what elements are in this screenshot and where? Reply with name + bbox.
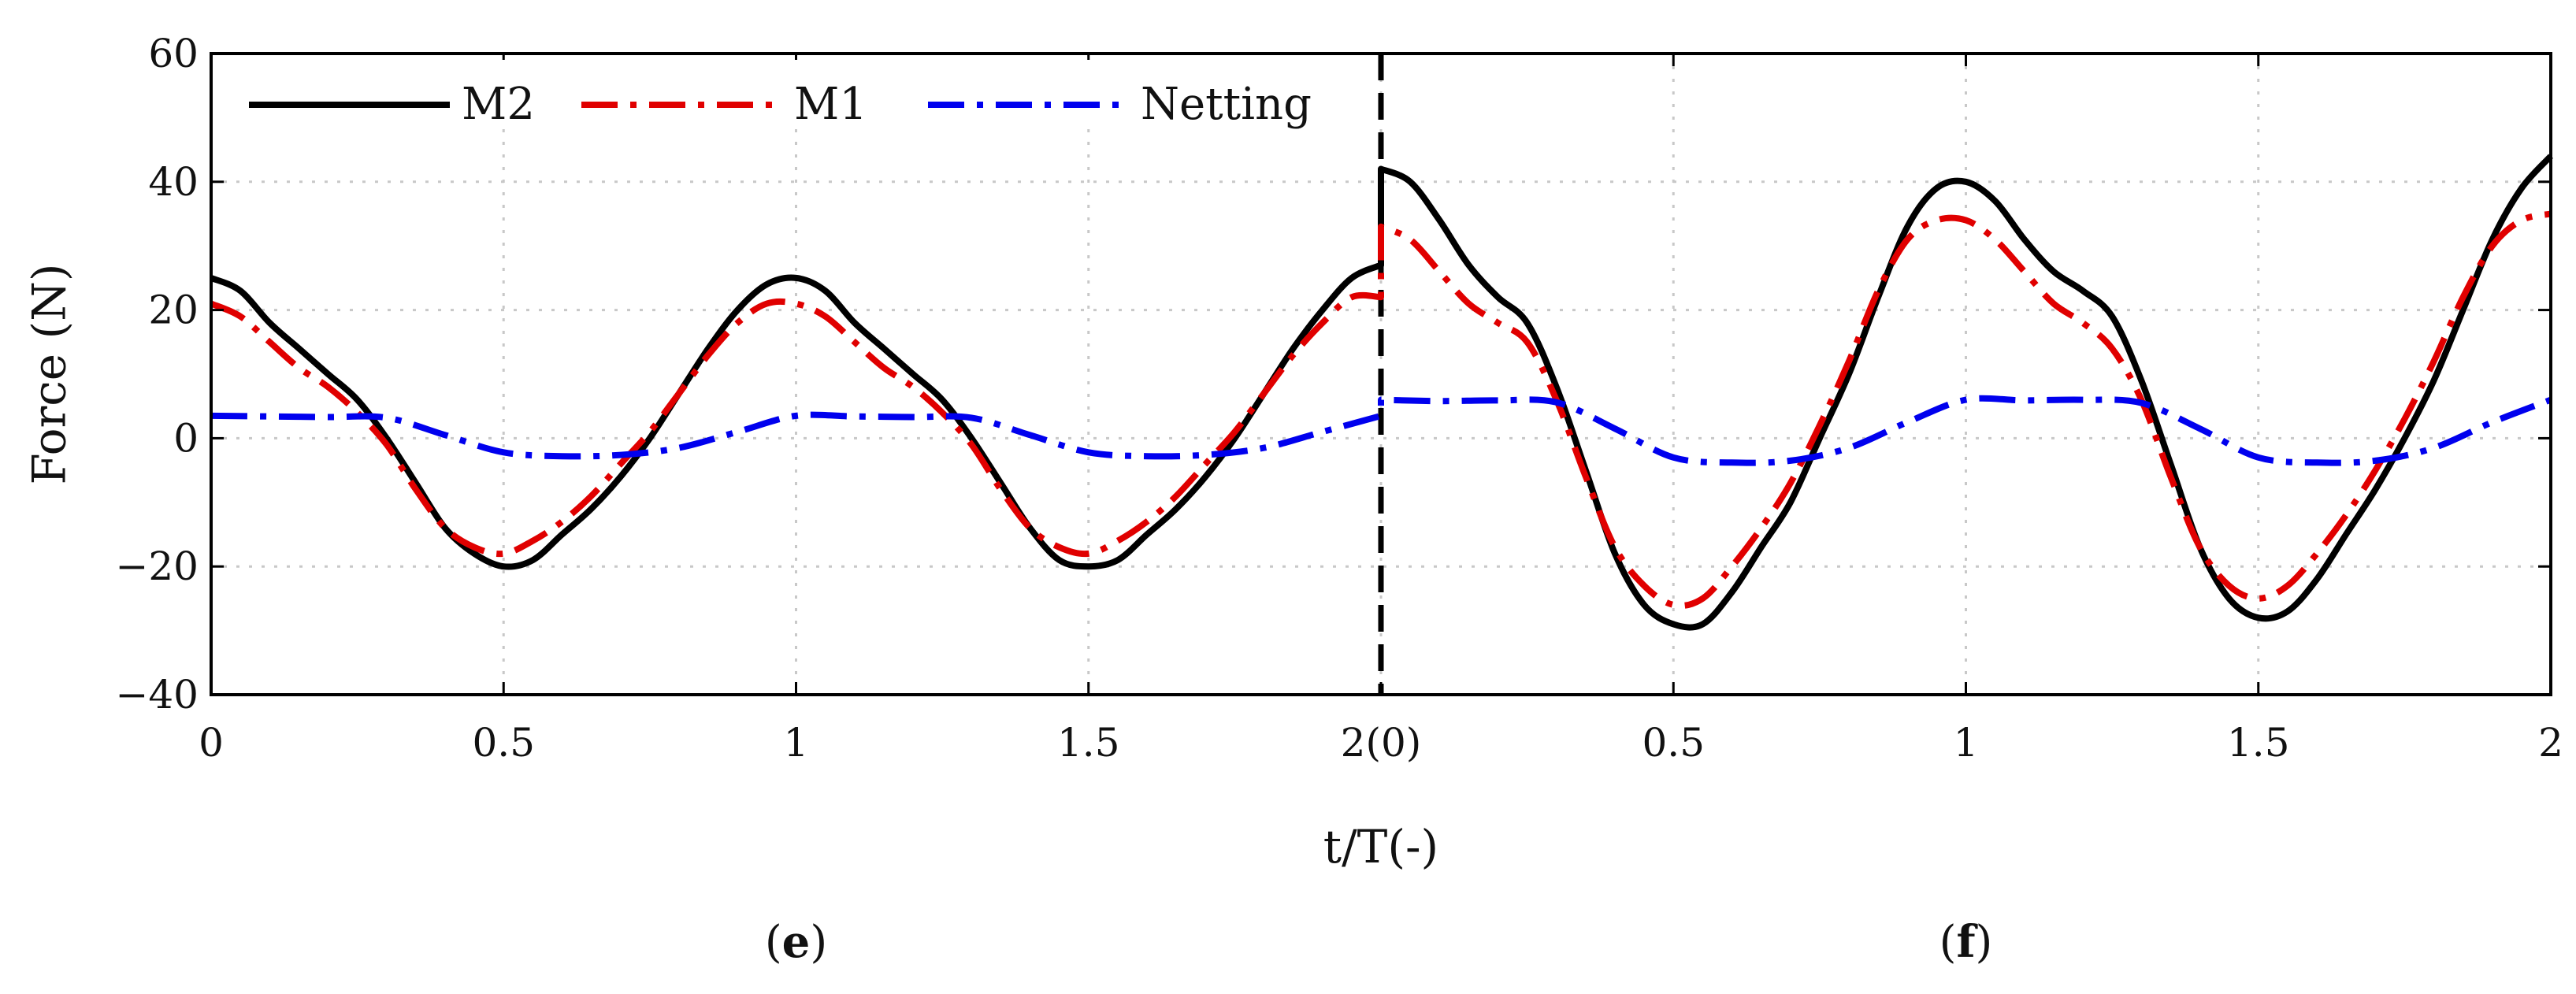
x-tick-label: 2(0) [1341, 720, 1422, 766]
x-tick-label: 1.5 [1057, 720, 1120, 766]
legend-label-m2: M2 [462, 79, 535, 130]
y-tick-label: 60 [148, 31, 199, 76]
series-line-netting [210, 395, 2552, 466]
panel-label-e: (e) [765, 916, 827, 968]
series-layer [210, 154, 2553, 631]
x-tick-label: 1.5 [2227, 720, 2290, 766]
panel-label-e-letter: e [782, 916, 811, 968]
x-tick-label: 0.5 [472, 720, 535, 766]
y-tick-label: 0 [173, 415, 199, 461]
y-tick-label: −40 [115, 672, 199, 718]
x-axis-title: t/T(-) [1323, 820, 1438, 873]
y-axis-title: Force (N) [22, 264, 76, 485]
y-tick-label: 40 [148, 159, 199, 205]
panel-label-f: (f) [1939, 916, 1993, 968]
legend-label-netting: Netting [1141, 79, 1312, 130]
panel-label-f-letter: f [1956, 916, 1978, 968]
x-tick-label: 0 [199, 720, 224, 766]
ticks: 0 0.5 1 1.5 2(0) 0.5 1 1.5 2 −40 −20 0 20 40 60 [115, 31, 2563, 766]
series-line-m1 [210, 210, 2552, 610]
legend-label-m1: M1 [794, 79, 867, 130]
x-tick-label: 1 [1954, 720, 1979, 766]
y-tick-label: 20 [148, 287, 199, 333]
legend-background [219, 60, 1346, 124]
x-tick-label: 2 [2538, 720, 2563, 766]
x-tick-label: 1 [784, 720, 809, 766]
y-tick-label: −20 [115, 543, 199, 589]
x-tick-label: 0.5 [1642, 720, 1705, 766]
series-line-m2 [210, 154, 2553, 631]
legend: M2 M1 Netting [219, 60, 1346, 130]
